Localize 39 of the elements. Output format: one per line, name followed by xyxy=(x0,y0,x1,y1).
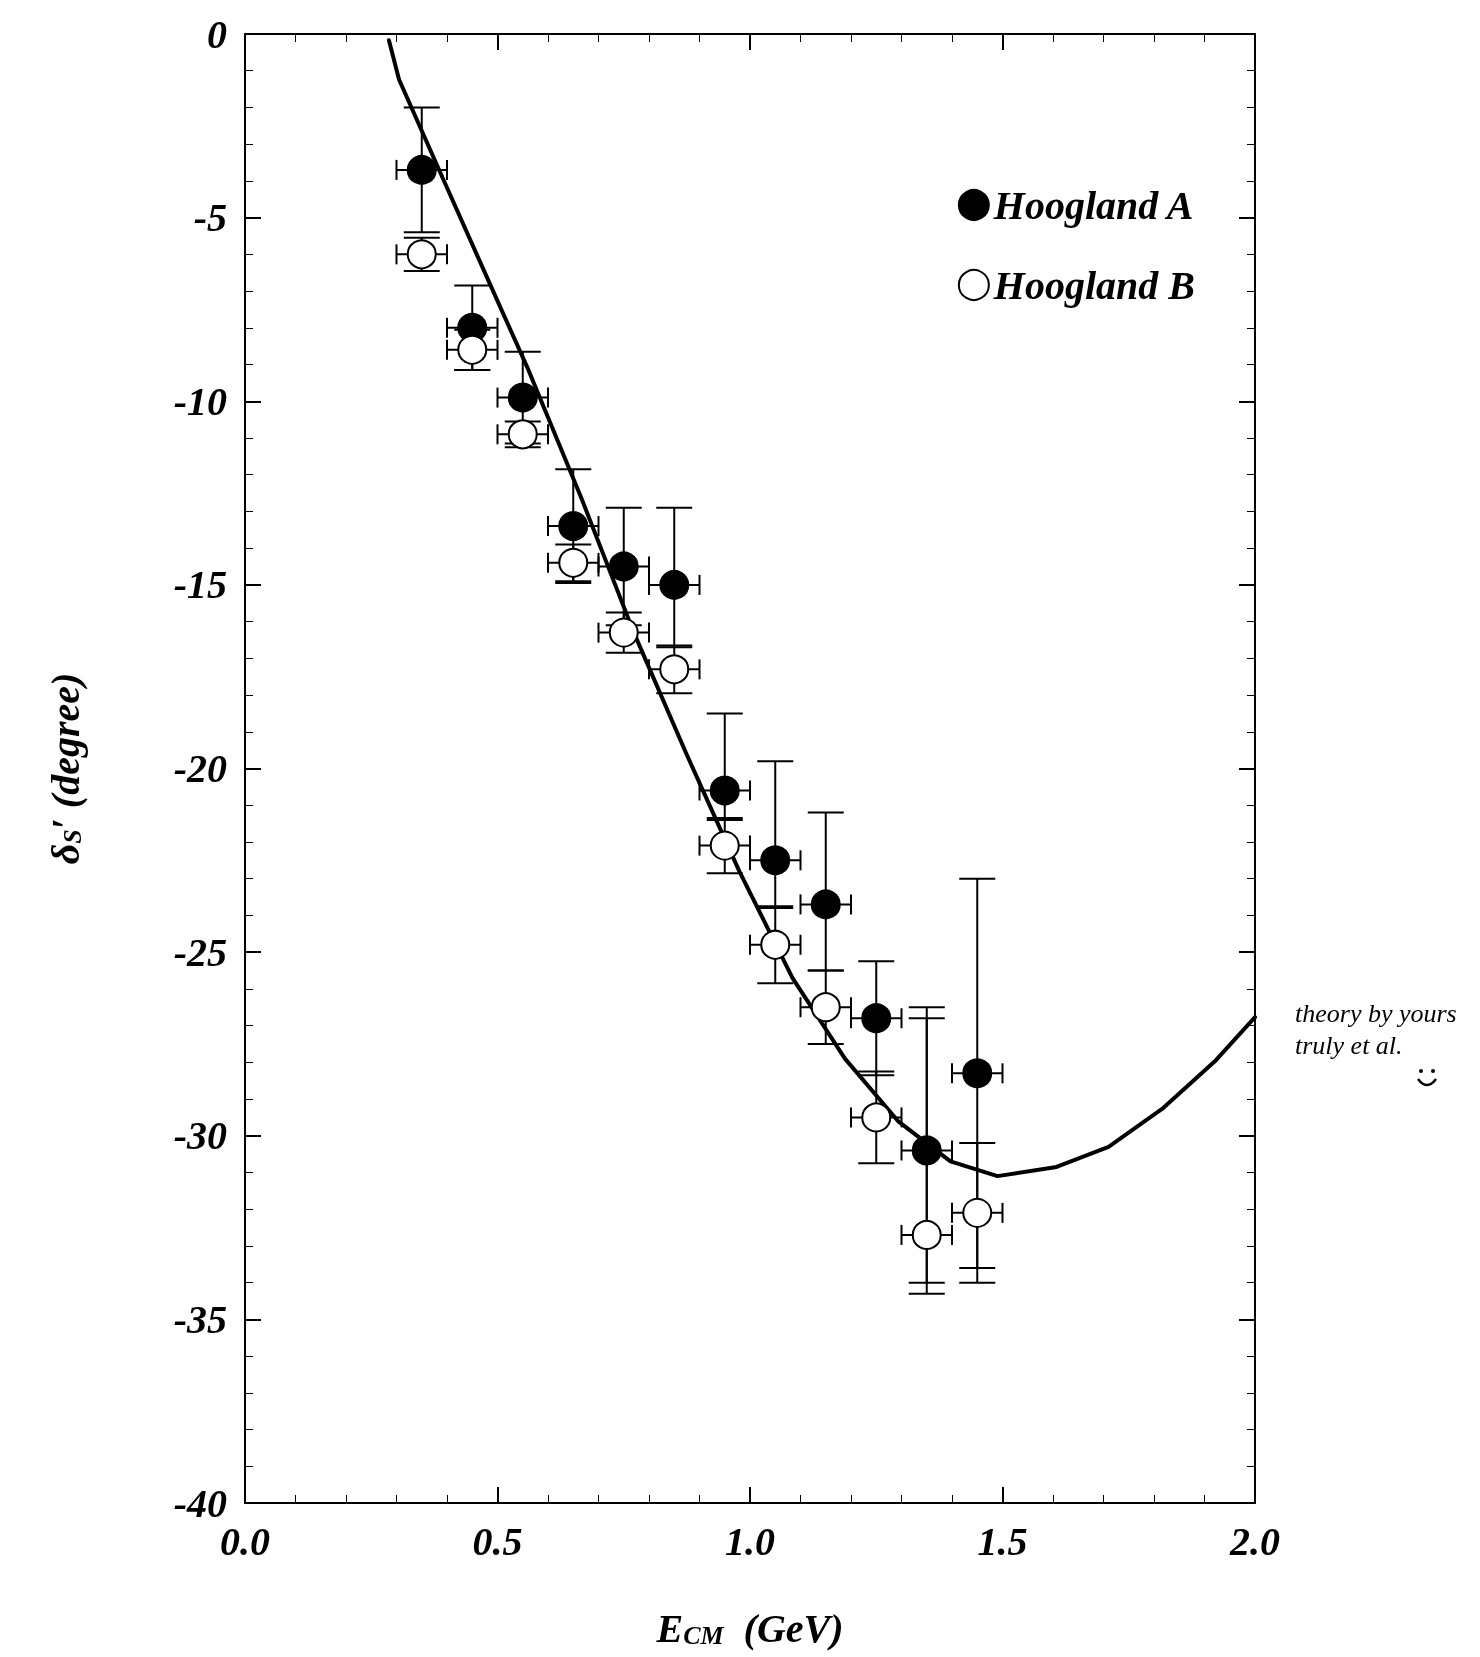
y-tick-label: -25 xyxy=(173,929,227,975)
annotation: theory by yours truly et al. xyxy=(1295,998,1464,1060)
x-tick-label: 1.0 xyxy=(725,1518,775,1564)
point xyxy=(911,1219,942,1250)
legend-label: Hoogland A xyxy=(992,182,1194,228)
point xyxy=(406,154,437,185)
point xyxy=(558,547,589,578)
x-tick-label: 1.5 xyxy=(977,1518,1028,1564)
y-tick-label: -30 xyxy=(173,1113,227,1159)
point xyxy=(962,1197,993,1228)
point xyxy=(861,1003,892,1034)
y-tick-label: 0 xyxy=(207,11,227,57)
point xyxy=(911,1135,942,1166)
y-tick-label: -10 xyxy=(173,378,227,424)
y-tick-label: -5 xyxy=(193,195,227,241)
x-axis-title: ECM (GeV) xyxy=(655,1605,844,1651)
point xyxy=(558,511,589,542)
point xyxy=(709,830,740,861)
point xyxy=(810,889,841,920)
x-tick-label: 0.5 xyxy=(472,1518,523,1564)
y-tick-label: -20 xyxy=(173,746,227,791)
point xyxy=(810,992,841,1023)
point xyxy=(962,1058,993,1089)
y-axis-title: δS′ (degree) xyxy=(42,672,88,865)
point xyxy=(608,551,639,582)
y-tick-label: -15 xyxy=(173,562,227,608)
point xyxy=(760,929,791,960)
point xyxy=(608,617,639,648)
legend-label: Hoogland B xyxy=(992,262,1195,308)
point xyxy=(406,239,437,270)
point xyxy=(457,334,488,365)
point xyxy=(709,775,740,806)
x-tick-label: 2.0 xyxy=(1229,1518,1280,1564)
point xyxy=(659,654,690,685)
point xyxy=(861,1102,892,1133)
y-tick-label: -35 xyxy=(173,1296,227,1342)
point xyxy=(507,382,538,413)
point xyxy=(760,845,791,876)
point xyxy=(659,569,690,600)
